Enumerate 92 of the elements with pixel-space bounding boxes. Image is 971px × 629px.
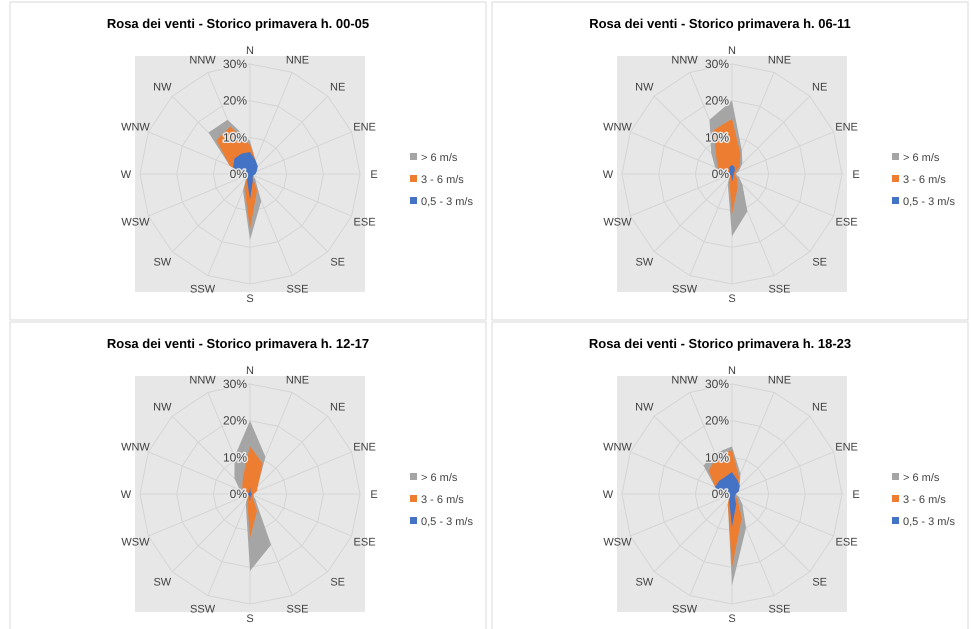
y-tick-label: 20%: [704, 94, 730, 108]
spoke-label: WNW: [121, 122, 150, 134]
spoke-label: SE: [812, 256, 828, 269]
spoke-label: NNW: [189, 374, 216, 386]
spoke-label: SE: [330, 576, 346, 589]
spoke-label: N: [246, 45, 254, 57]
spoke-label: NW: [153, 401, 172, 414]
spoke-label: NW: [635, 81, 654, 94]
spoke-label: SSE: [286, 284, 308, 296]
y-tick-label: 20%: [704, 414, 730, 428]
legend-label: > 6 m/s: [421, 152, 458, 164]
spoke-label: NW: [635, 401, 654, 414]
spoke-label: SSW: [672, 284, 698, 296]
spoke-label: SSW: [672, 604, 698, 616]
legend-label: 0,5 - 3 m/s: [421, 196, 474, 208]
spoke-label: WSW: [121, 536, 150, 548]
legend-label: 0,5 - 3 m/s: [903, 516, 956, 528]
y-tick-label: 30%: [704, 377, 730, 391]
spoke-label: SSW: [190, 604, 216, 616]
spoke-label: NE: [330, 81, 346, 94]
legend-label: > 6 m/s: [903, 152, 940, 164]
spoke-label: N: [728, 45, 736, 57]
y-tick-label: 0%: [230, 487, 248, 501]
spoke-label: S: [728, 613, 736, 625]
legend-label: 3 - 6 m/s: [421, 494, 464, 506]
spoke-label: WNW: [603, 442, 632, 454]
spoke-label: ESE: [354, 536, 376, 548]
spoke-label: NE: [812, 401, 828, 414]
y-tick-label: 30%: [222, 57, 248, 71]
spoke-label: N: [246, 365, 254, 377]
y-tick-label: 0%: [712, 487, 730, 501]
chart-title: Rosa dei venti - Storico primavera h. 06-11: [589, 16, 851, 31]
spoke-label: ENE: [353, 122, 376, 134]
spoke-label: WSW: [603, 536, 632, 548]
spoke-label: SW: [153, 256, 172, 269]
spoke-label: E: [370, 169, 378, 181]
spoke-label: NE: [812, 81, 828, 94]
spoke-label: NNW: [189, 54, 216, 66]
spoke-label: NE: [330, 401, 346, 414]
legend-label: 0,5 - 3 m/s: [903, 196, 956, 208]
spoke-label: SW: [635, 576, 654, 589]
spoke-label: E: [370, 489, 378, 501]
y-tick-label: 20%: [222, 414, 248, 428]
spoke-label: WSW: [121, 216, 150, 228]
spoke-label: NNE: [286, 374, 310, 386]
spoke-label: W: [602, 489, 614, 501]
spoke-label: NNW: [671, 54, 698, 66]
legend-label: 3 - 6 m/s: [903, 494, 946, 506]
chart-title: Rosa dei venti - Storico primavera h. 00-05: [106, 16, 370, 31]
y-tick-label: 0%: [230, 167, 248, 181]
spoke-label: ESE: [354, 216, 376, 228]
spoke-label: W: [120, 169, 132, 181]
spoke-label: S: [246, 613, 254, 625]
spoke-label: SSE: [768, 284, 790, 296]
y-tick-label: 30%: [704, 57, 730, 71]
spoke-label: NW: [153, 81, 172, 94]
spoke-label: NNE: [286, 54, 310, 66]
spoke-label: ESE: [836, 216, 858, 228]
chart-title: Rosa dei venti - Storico primavera h. 18-23: [588, 336, 852, 351]
spoke-label: W: [602, 169, 614, 181]
spoke-label: ENE: [353, 442, 376, 454]
spoke-label: WNW: [121, 442, 150, 454]
spoke-label: N: [728, 365, 736, 377]
spoke-label: NNW: [671, 374, 698, 386]
y-tick-label: 30%: [222, 377, 248, 391]
spoke-label: SW: [153, 576, 172, 589]
spoke-label: ENE: [835, 442, 858, 454]
chart-title: Rosa dei venti - Storico primavera h. 12-17: [106, 336, 370, 351]
legend-label: > 6 m/s: [421, 472, 458, 484]
y-tick-label: 20%: [222, 94, 248, 108]
spoke-label: E: [852, 169, 860, 181]
spoke-label: WSW: [603, 216, 632, 228]
y-tick-label: 0%: [712, 167, 730, 181]
spoke-label: NNE: [768, 54, 792, 66]
spoke-label: SSE: [768, 604, 790, 616]
spoke-label: SSW: [190, 284, 216, 296]
spoke-label: W: [120, 489, 132, 501]
spoke-label: S: [728, 293, 736, 305]
legend-label: > 6 m/s: [903, 472, 940, 484]
spoke-label: SW: [635, 256, 654, 269]
spoke-label: S: [246, 293, 254, 305]
legend-label: 0,5 - 3 m/s: [421, 516, 474, 528]
spoke-label: SE: [812, 576, 828, 589]
legend-label: 3 - 6 m/s: [903, 174, 946, 186]
spoke-label: ESE: [836, 536, 858, 548]
spoke-label: SE: [330, 256, 346, 269]
spoke-label: SSE: [286, 604, 308, 616]
spoke-label: ENE: [835, 122, 858, 134]
spoke-label: NNE: [768, 374, 792, 386]
spoke-label: E: [852, 489, 860, 501]
spoke-label: WNW: [603, 122, 632, 134]
legend-label: 3 - 6 m/s: [421, 174, 464, 186]
